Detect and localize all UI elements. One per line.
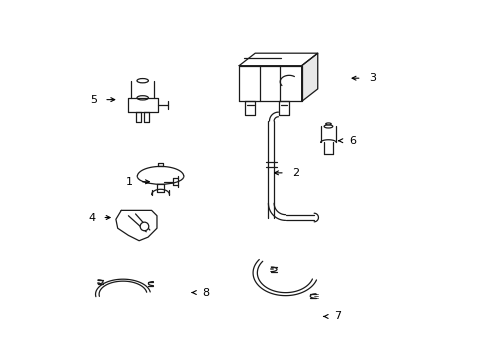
Polygon shape <box>245 102 255 115</box>
Polygon shape <box>136 112 141 122</box>
Polygon shape <box>239 53 317 66</box>
Text: 6: 6 <box>348 136 355 146</box>
Ellipse shape <box>325 123 330 125</box>
Text: 8: 8 <box>203 288 209 297</box>
Polygon shape <box>144 112 149 122</box>
Polygon shape <box>127 98 157 112</box>
Polygon shape <box>239 66 301 102</box>
Polygon shape <box>301 53 317 102</box>
Ellipse shape <box>324 125 332 128</box>
Polygon shape <box>137 166 183 176</box>
Ellipse shape <box>137 78 148 83</box>
Text: 2: 2 <box>291 168 299 178</box>
Text: 5: 5 <box>90 95 97 105</box>
Polygon shape <box>116 210 157 241</box>
Ellipse shape <box>137 96 148 100</box>
Polygon shape <box>157 101 168 109</box>
Polygon shape <box>156 184 164 192</box>
Text: 7: 7 <box>333 311 340 321</box>
Polygon shape <box>279 102 288 115</box>
Text: 1: 1 <box>125 177 132 187</box>
Polygon shape <box>320 134 336 143</box>
Text: 4: 4 <box>88 212 95 222</box>
Ellipse shape <box>137 168 183 184</box>
Text: 3: 3 <box>368 73 375 83</box>
Circle shape <box>140 222 148 231</box>
